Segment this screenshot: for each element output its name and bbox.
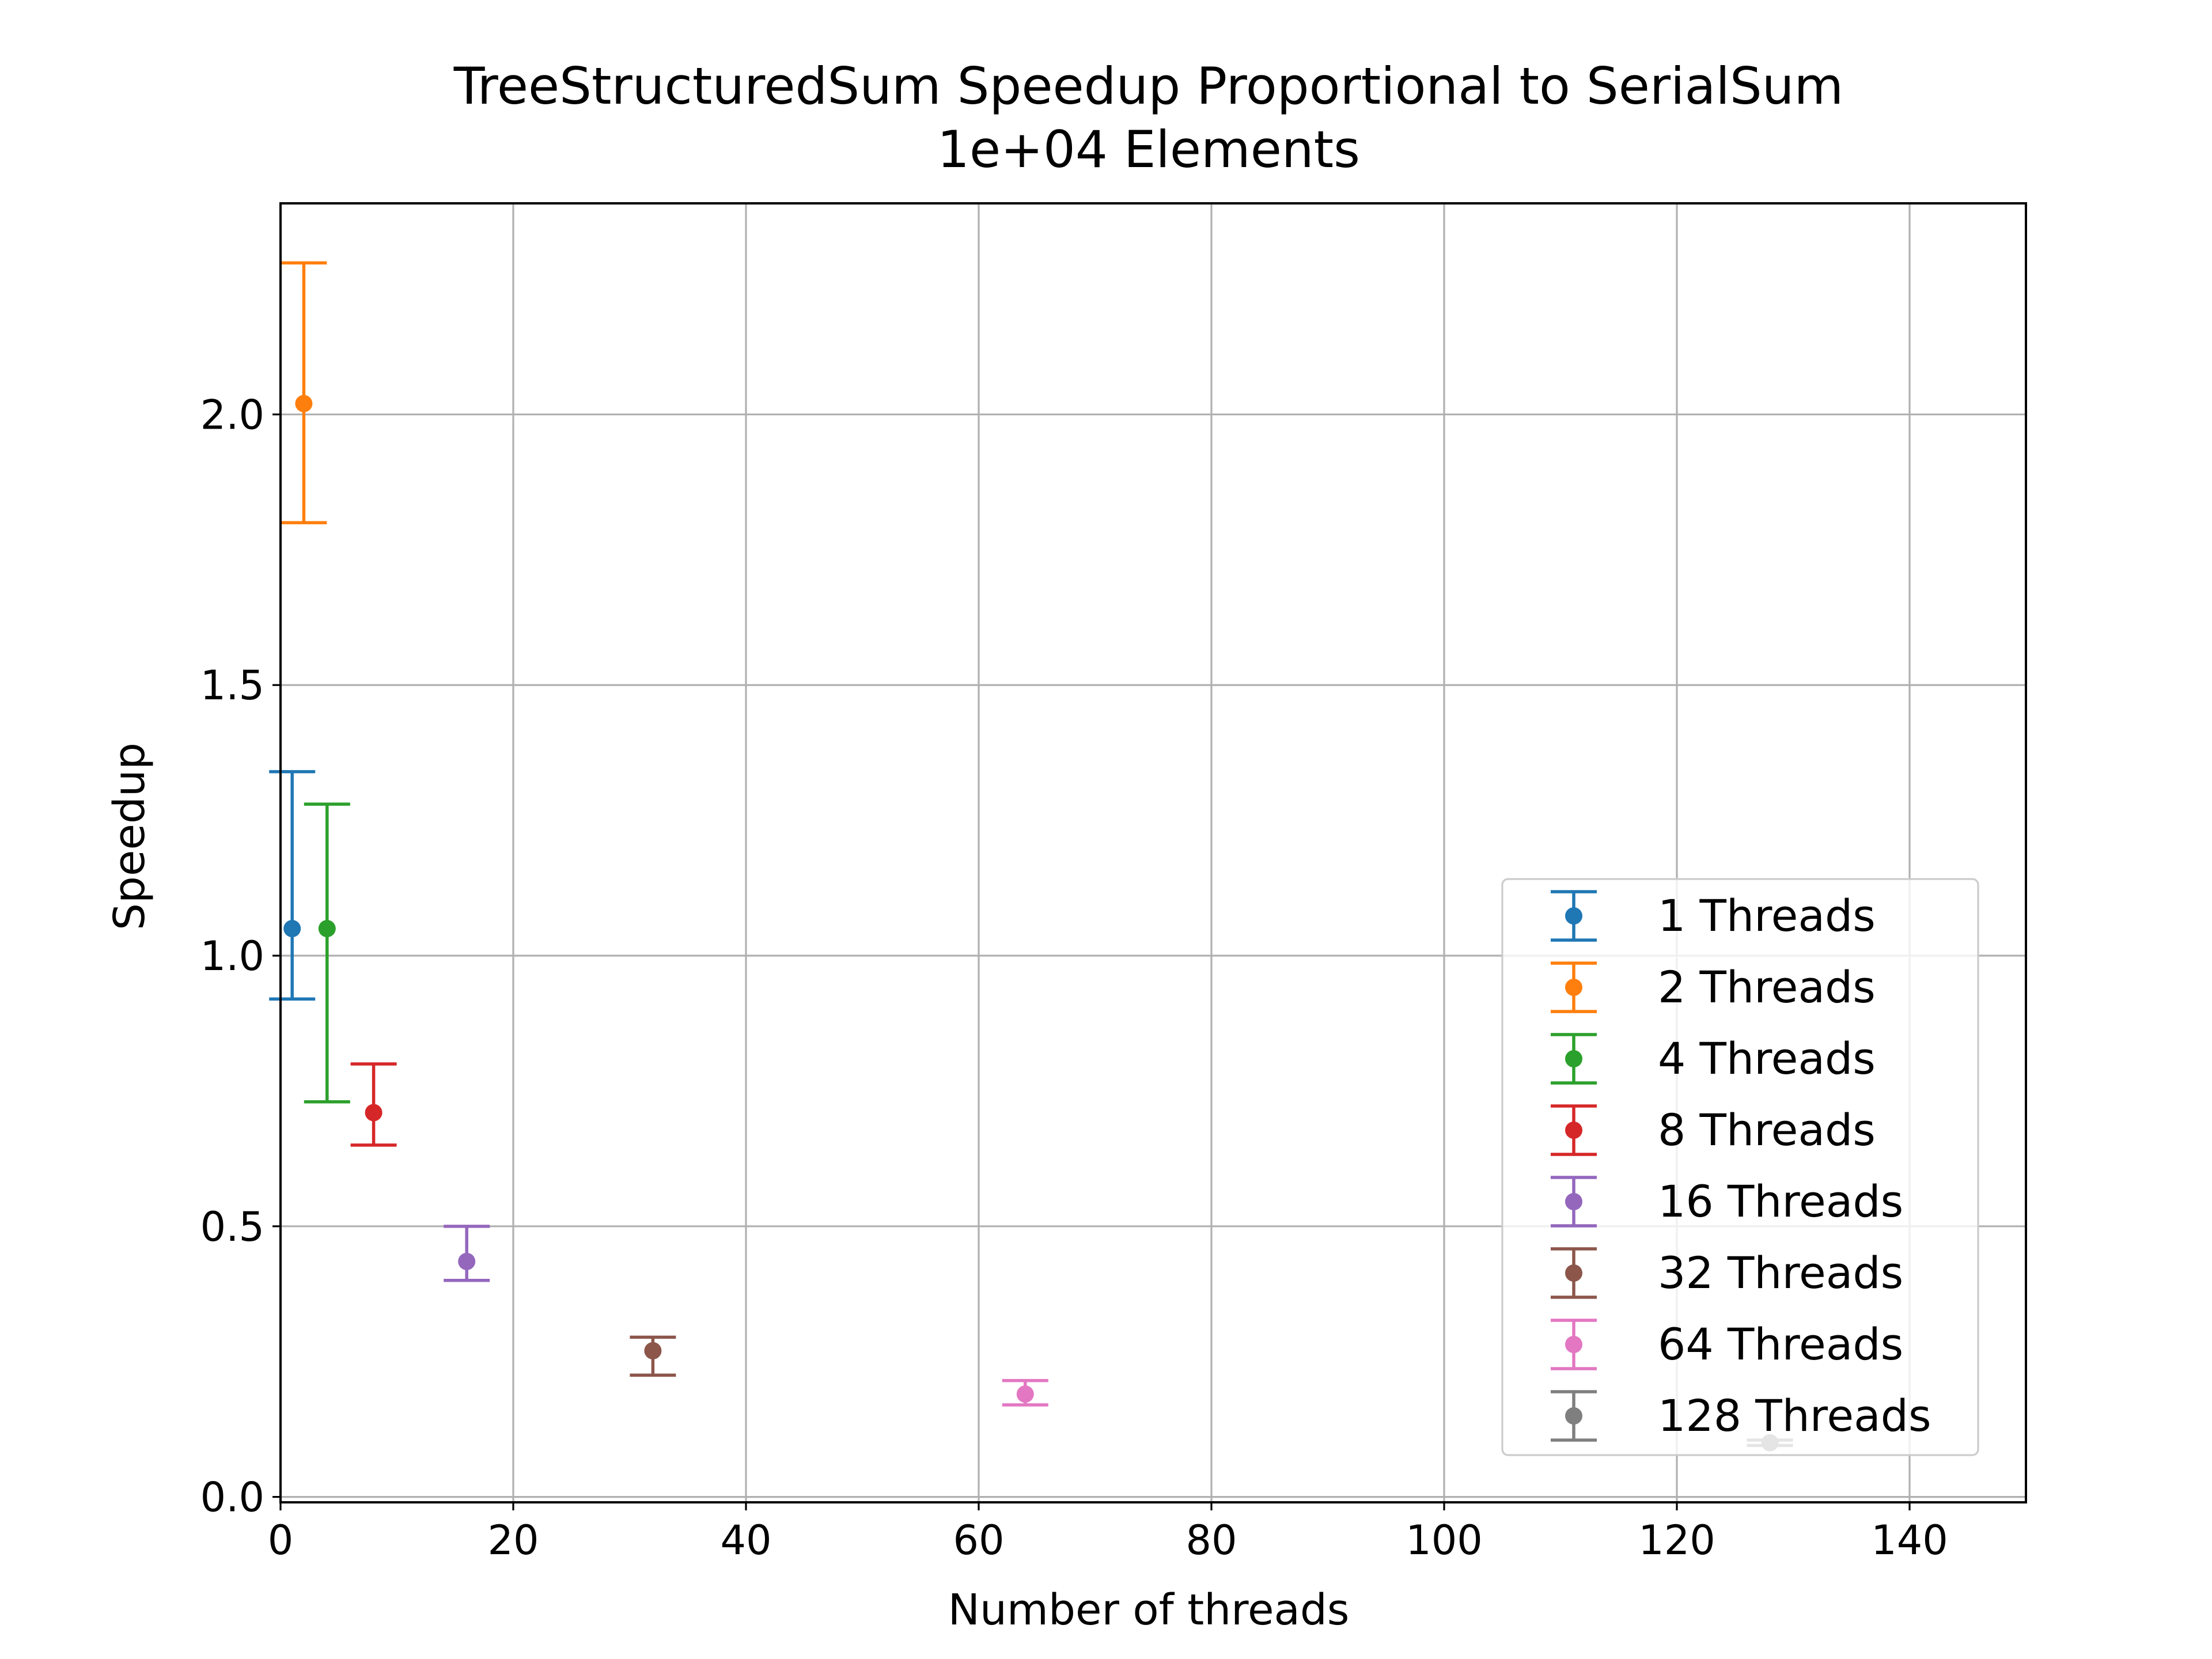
chart-title: TreeStructuredSum Speedup Proportional t…: [453, 56, 1843, 116]
data-point: [295, 395, 313, 412]
y-tick-label: 1.5: [200, 662, 264, 709]
errorbar-series: [630, 1335, 676, 1377]
x-tick-label: 20: [487, 1517, 539, 1564]
errorbar-series: [1002, 1378, 1048, 1407]
y-tick-label: 0.5: [200, 1203, 264, 1251]
legend-label: 16 Threads: [1658, 1176, 1903, 1227]
legend-marker: [1565, 1122, 1582, 1139]
legend-label: 8 Threads: [1658, 1104, 1876, 1156]
legend-label: 32 Threads: [1658, 1247, 1903, 1298]
data-point: [283, 920, 301, 938]
legend-item: 128 Threads: [1551, 1390, 1931, 1442]
legend-label: 64 Threads: [1658, 1319, 1903, 1370]
legend-label: 1 Threads: [1658, 890, 1876, 941]
data-point: [365, 1104, 382, 1122]
x-tick-label: 120: [1638, 1517, 1715, 1564]
x-tick-label: 40: [720, 1517, 771, 1564]
errorbar-series: [444, 1225, 490, 1282]
legend-item: 4 Threads: [1551, 1033, 1876, 1085]
legend-label: 4 Threads: [1658, 1033, 1876, 1084]
legend-item: 8 Threads: [1551, 1104, 1876, 1156]
plot-frame: [279, 202, 2027, 1503]
chart-subtitle: 1e+04 Elements: [937, 120, 1360, 179]
legend-item: 2 Threads: [1551, 961, 1876, 1013]
y-axis-label: Speedup: [105, 743, 154, 930]
errorbar-series: [269, 770, 316, 1001]
legend-marker: [1565, 1050, 1582, 1067]
x-tick-label: 100: [1406, 1517, 1483, 1564]
legend-marker: [1565, 1336, 1582, 1353]
errorbar-series: [350, 1062, 397, 1147]
y-tick-label: 0.0: [200, 1474, 264, 1521]
legend-label: 2 Threads: [1658, 961, 1876, 1013]
legend-marker: [1565, 979, 1582, 996]
legend-item: 32 Threads: [1551, 1247, 1903, 1299]
x-tick-label: 0: [268, 1517, 294, 1564]
legend-marker: [1565, 1193, 1582, 1210]
x-tick-label: 60: [953, 1517, 1004, 1564]
legend-item: 16 Threads: [1551, 1176, 1903, 1228]
data-point: [458, 1252, 476, 1270]
data-point: [644, 1342, 662, 1359]
axis-ticks: 0 20 40 60 80 100 120 140 0.0 0.5 1.0 1.5 2.0: [200, 391, 1948, 1564]
data-point: [318, 920, 336, 938]
x-tick-label: 80: [1185, 1517, 1237, 1564]
y-tick-label: 2.0: [200, 391, 264, 438]
legend-box: [1501, 878, 1979, 1456]
data-point: [1016, 1385, 1034, 1403]
legend-marker: [1565, 1264, 1582, 1282]
legend-label: 128 Threads: [1658, 1390, 1931, 1441]
errorbar-series: [304, 802, 350, 1104]
errorbar-series: [281, 261, 327, 525]
legend-item: 64 Threads: [1551, 1319, 1903, 1370]
legend: 1 Threads 2 Threads 4 Threads 8 Threads 16 T…: [1501, 878, 1979, 1456]
x-axis-label: Number of threads: [948, 1585, 1350, 1635]
legend-item: 1 Threads: [1551, 890, 1876, 942]
y-tick-label: 1.0: [200, 933, 264, 980]
legend-marker: [1565, 907, 1582, 925]
legend-marker: [1565, 1407, 1582, 1425]
x-tick-label: 140: [1871, 1517, 1948, 1564]
